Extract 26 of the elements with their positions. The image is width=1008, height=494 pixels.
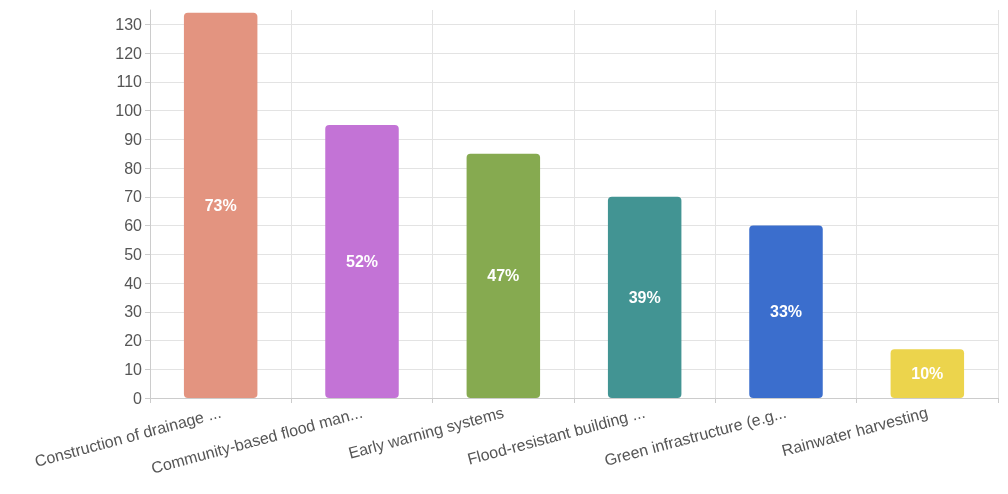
y-tick-label: 80 bbox=[124, 159, 143, 177]
y-tick-label: 50 bbox=[124, 245, 143, 263]
annotation: 52% bbox=[345, 252, 379, 270]
annotation: 39% bbox=[628, 288, 661, 306]
bar bbox=[325, 124, 399, 398]
y-tick-label: 20 bbox=[124, 332, 143, 350]
y-tick-label: 130 bbox=[115, 15, 143, 33]
annotation: 33% bbox=[769, 303, 803, 321]
bar bbox=[890, 349, 965, 398]
y-tick-label: 10 bbox=[124, 360, 143, 378]
bar bbox=[749, 225, 823, 398]
y-tick-label: 0 bbox=[133, 389, 143, 407]
y-tick-label: 30 bbox=[124, 303, 143, 321]
annotation: 10% bbox=[911, 365, 944, 383]
annotation: 73% bbox=[204, 196, 237, 214]
y-tick-label: 40 bbox=[124, 274, 143, 292]
bar bbox=[183, 12, 258, 398]
y-tick-label: 90 bbox=[124, 130, 143, 148]
annotation: 47% bbox=[487, 267, 520, 285]
bar bbox=[607, 196, 682, 398]
y-tick-label: 70 bbox=[124, 188, 143, 206]
y-tick-label: 110 bbox=[116, 73, 143, 91]
y-tick-label: 120 bbox=[115, 44, 143, 62]
bar bbox=[466, 153, 541, 398]
y-tick-label: 100 bbox=[115, 102, 143, 120]
y-tick-label: 60 bbox=[124, 217, 143, 235]
